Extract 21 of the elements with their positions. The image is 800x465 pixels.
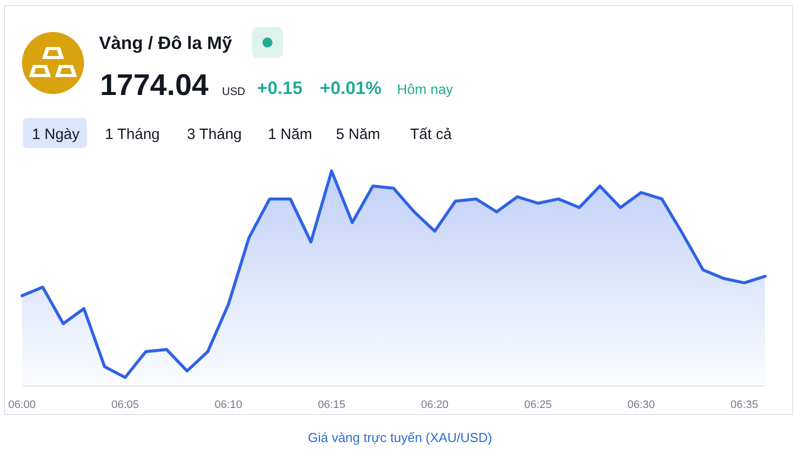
x-tick-label: 06:30 [627, 399, 655, 411]
text: +0.01% [320, 78, 382, 98]
x-tick-label: 06:05 [111, 399, 139, 411]
text: 3 Tháng [187, 126, 242, 143]
x-tick-label: 06:25 [524, 399, 552, 411]
x-tick-label: 06:10 [214, 399, 242, 411]
x-tick-label: 06:35 [730, 399, 758, 411]
x-tick-label: 06:00 [8, 399, 36, 411]
text: +0.15 [257, 78, 303, 98]
text: Tất cả [410, 126, 452, 143]
text: 1 Năm [268, 126, 312, 143]
text: Giá vàng trực tuyến (XAU/USD) [308, 430, 492, 445]
chart-title: Vàng / Đô la Mỹ [99, 33, 232, 53]
x-tick-label: 06:15 [318, 399, 346, 411]
text: 5 Năm [336, 126, 380, 143]
text: 1 Tháng [105, 126, 160, 143]
text: 1774.04 [100, 69, 209, 102]
text: USD [222, 86, 246, 98]
text: 1 Ngày [32, 126, 80, 143]
text: Hôm nay [397, 81, 454, 97]
x-tick-label: 06:20 [420, 399, 448, 411]
